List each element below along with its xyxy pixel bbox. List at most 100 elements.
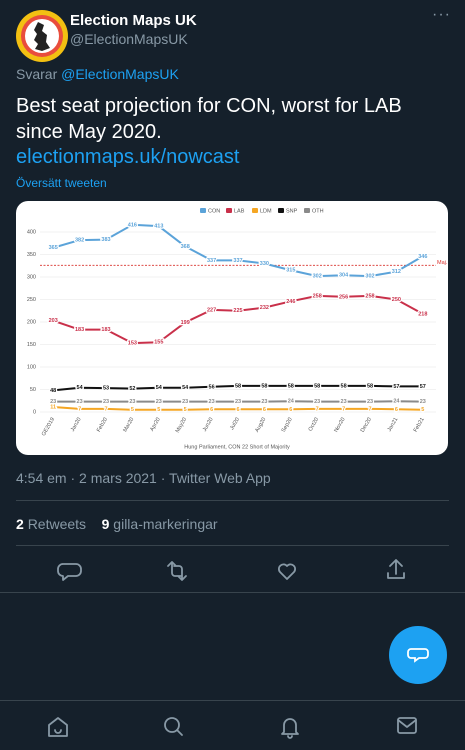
- author-name[interactable]: Election Maps UK: [70, 12, 197, 29]
- data-label: 11: [50, 405, 56, 411]
- y-tick-label: 400: [27, 229, 36, 235]
- data-label: 56: [209, 384, 215, 390]
- data-label: 256: [339, 294, 348, 300]
- data-label: 23: [341, 399, 347, 405]
- retweet-label[interactable]: Retweets: [27, 516, 87, 532]
- author-handle[interactable]: @ElectionMapsUK: [70, 31, 188, 47]
- y-tick-label: 150: [27, 342, 36, 348]
- data-label: 155: [154, 340, 163, 346]
- data-label: 302: [313, 274, 322, 280]
- action-bar: [57, 559, 405, 581]
- data-label: 246: [286, 299, 295, 305]
- data-label: 7: [368, 406, 371, 412]
- data-label: 330: [260, 261, 269, 267]
- legend-label: CON: [208, 208, 220, 214]
- data-label: 23: [103, 399, 109, 405]
- data-label: 7: [342, 406, 345, 412]
- reply-handle[interactable]: @ElectionMapsUK: [61, 66, 179, 82]
- nav-notifications[interactable]: [281, 718, 299, 739]
- x-tick-label: Nov20: [333, 417, 346, 434]
- stats: 2 Retweets 9 gilla-markeringar: [16, 516, 218, 532]
- data-label: 24: [288, 399, 295, 405]
- data-label: 304: [339, 273, 349, 279]
- reply-prefix: Svarar: [16, 66, 58, 82]
- data-label: 6: [263, 407, 266, 413]
- data-label: 203: [49, 318, 58, 324]
- series-line: [52, 294, 424, 345]
- chart-card[interactable]: Hung Parliament, CON 22 Short of Majorit…: [16, 201, 448, 455]
- data-label: 23: [77, 399, 83, 405]
- retweet-count[interactable]: 2: [16, 516, 24, 532]
- nav-home[interactable]: [48, 717, 68, 737]
- nav-search[interactable]: [164, 717, 180, 733]
- like-icon[interactable]: [278, 563, 296, 580]
- data-label: 58: [261, 383, 267, 389]
- data-label: 52: [129, 386, 135, 392]
- x-tick-label: Jul20: [229, 417, 241, 431]
- data-label: 7: [78, 406, 81, 412]
- series-line: [53, 384, 423, 392]
- data-label: 6: [210, 407, 213, 413]
- legend-swatch: [278, 208, 284, 213]
- nav-divider: [0, 700, 465, 701]
- data-label: 58: [235, 383, 241, 389]
- divider: [0, 592, 465, 593]
- legend-swatch: [226, 208, 232, 213]
- x-tick-label: Oct20: [308, 417, 321, 433]
- legend-swatch: [200, 208, 206, 213]
- reply-icon[interactable]: [57, 563, 82, 581]
- data-label: 312: [392, 269, 401, 275]
- reply-line: Svarar @ElectionMapsUK: [16, 66, 179, 82]
- bottom-nav: [48, 717, 417, 739]
- like-count[interactable]: 9: [101, 516, 110, 532]
- legend-label: LAB: [234, 208, 245, 214]
- tweet-text: Best seat projection for CON, worst for …: [16, 95, 402, 143]
- data-label: 53: [103, 386, 109, 392]
- x-tick-label: Mar20: [122, 417, 135, 434]
- data-label: 153: [128, 341, 137, 347]
- like-label[interactable]: gilla-markeringar: [113, 516, 218, 532]
- data-label: 382: [75, 238, 84, 244]
- data-label: 58: [288, 383, 294, 389]
- data-label: 5: [157, 407, 160, 413]
- data-label: 23: [50, 399, 56, 405]
- data-label: 225: [233, 308, 242, 314]
- divider: [16, 545, 449, 546]
- legend-swatch: [304, 208, 310, 213]
- data-label: 23: [235, 399, 241, 405]
- data-label: 315: [286, 268, 295, 274]
- x-tick-label: Dec20: [360, 417, 373, 434]
- nav-messages[interactable]: [397, 717, 417, 734]
- more-menu[interactable]: ···: [432, 6, 451, 23]
- data-label: 54: [182, 385, 189, 391]
- data-label: 416: [128, 222, 137, 228]
- compose-button[interactable]: [388, 625, 448, 685]
- data-label: 232: [260, 305, 269, 311]
- legend-swatch: [252, 208, 258, 213]
- data-label: 302: [365, 274, 374, 280]
- legend-label: SNP: [286, 208, 298, 214]
- avatar[interactable]: [14, 8, 70, 64]
- share-icon[interactable]: [387, 559, 405, 579]
- retweet-icon[interactable]: [167, 561, 187, 581]
- data-label: 57: [420, 384, 426, 390]
- data-label: 23: [129, 399, 135, 405]
- data-label: 6: [289, 407, 292, 413]
- x-tick-label: Jun20: [202, 417, 215, 433]
- data-label: 337: [233, 258, 242, 264]
- data-label: 48: [50, 388, 56, 394]
- majority-label: Maj.: [437, 260, 448, 266]
- y-tick-label: 100: [27, 364, 36, 370]
- data-label: 183: [101, 327, 110, 333]
- data-label: 58: [314, 383, 320, 389]
- tweet-link[interactable]: electionmaps.uk/nowcast: [16, 146, 240, 168]
- data-label: 5: [184, 407, 187, 413]
- y-tick-label: 250: [27, 297, 36, 303]
- data-label: 250: [392, 297, 401, 303]
- data-label: 183: [75, 327, 84, 333]
- series-line: [52, 223, 424, 278]
- data-label: 227: [207, 307, 216, 313]
- x-tick-label: Aug20: [254, 417, 267, 434]
- translate[interactable]: Översätt tweeten: [16, 176, 107, 190]
- data-label: 23: [156, 399, 162, 405]
